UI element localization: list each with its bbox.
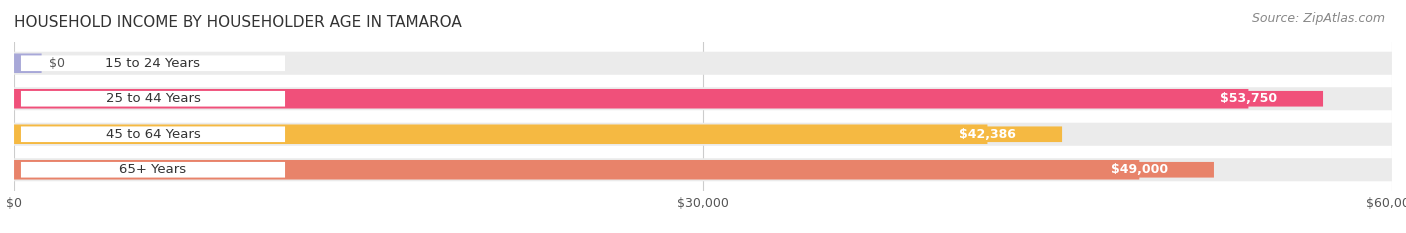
FancyBboxPatch shape (912, 127, 1062, 142)
FancyBboxPatch shape (14, 52, 1392, 75)
FancyBboxPatch shape (21, 91, 285, 106)
Text: 15 to 24 Years: 15 to 24 Years (105, 57, 201, 70)
Text: $42,386: $42,386 (959, 128, 1017, 141)
FancyBboxPatch shape (21, 127, 285, 142)
FancyBboxPatch shape (14, 54, 42, 73)
Text: Source: ZipAtlas.com: Source: ZipAtlas.com (1251, 12, 1385, 25)
FancyBboxPatch shape (14, 160, 1139, 179)
Text: $0: $0 (48, 57, 65, 70)
FancyBboxPatch shape (1064, 162, 1213, 178)
FancyBboxPatch shape (21, 162, 285, 178)
FancyBboxPatch shape (21, 55, 285, 71)
FancyBboxPatch shape (1174, 91, 1323, 106)
FancyBboxPatch shape (14, 87, 1392, 110)
FancyBboxPatch shape (14, 124, 987, 144)
Text: HOUSEHOLD INCOME BY HOUSEHOLDER AGE IN TAMAROA: HOUSEHOLD INCOME BY HOUSEHOLDER AGE IN T… (14, 15, 461, 30)
FancyBboxPatch shape (14, 158, 1392, 181)
Text: $49,000: $49,000 (1111, 163, 1168, 176)
Text: 45 to 64 Years: 45 to 64 Years (105, 128, 201, 141)
Text: 25 to 44 Years: 25 to 44 Years (105, 92, 201, 105)
Text: $53,750: $53,750 (1220, 92, 1277, 105)
FancyBboxPatch shape (14, 123, 1392, 146)
Text: 65+ Years: 65+ Years (120, 163, 187, 176)
FancyBboxPatch shape (14, 89, 1249, 109)
